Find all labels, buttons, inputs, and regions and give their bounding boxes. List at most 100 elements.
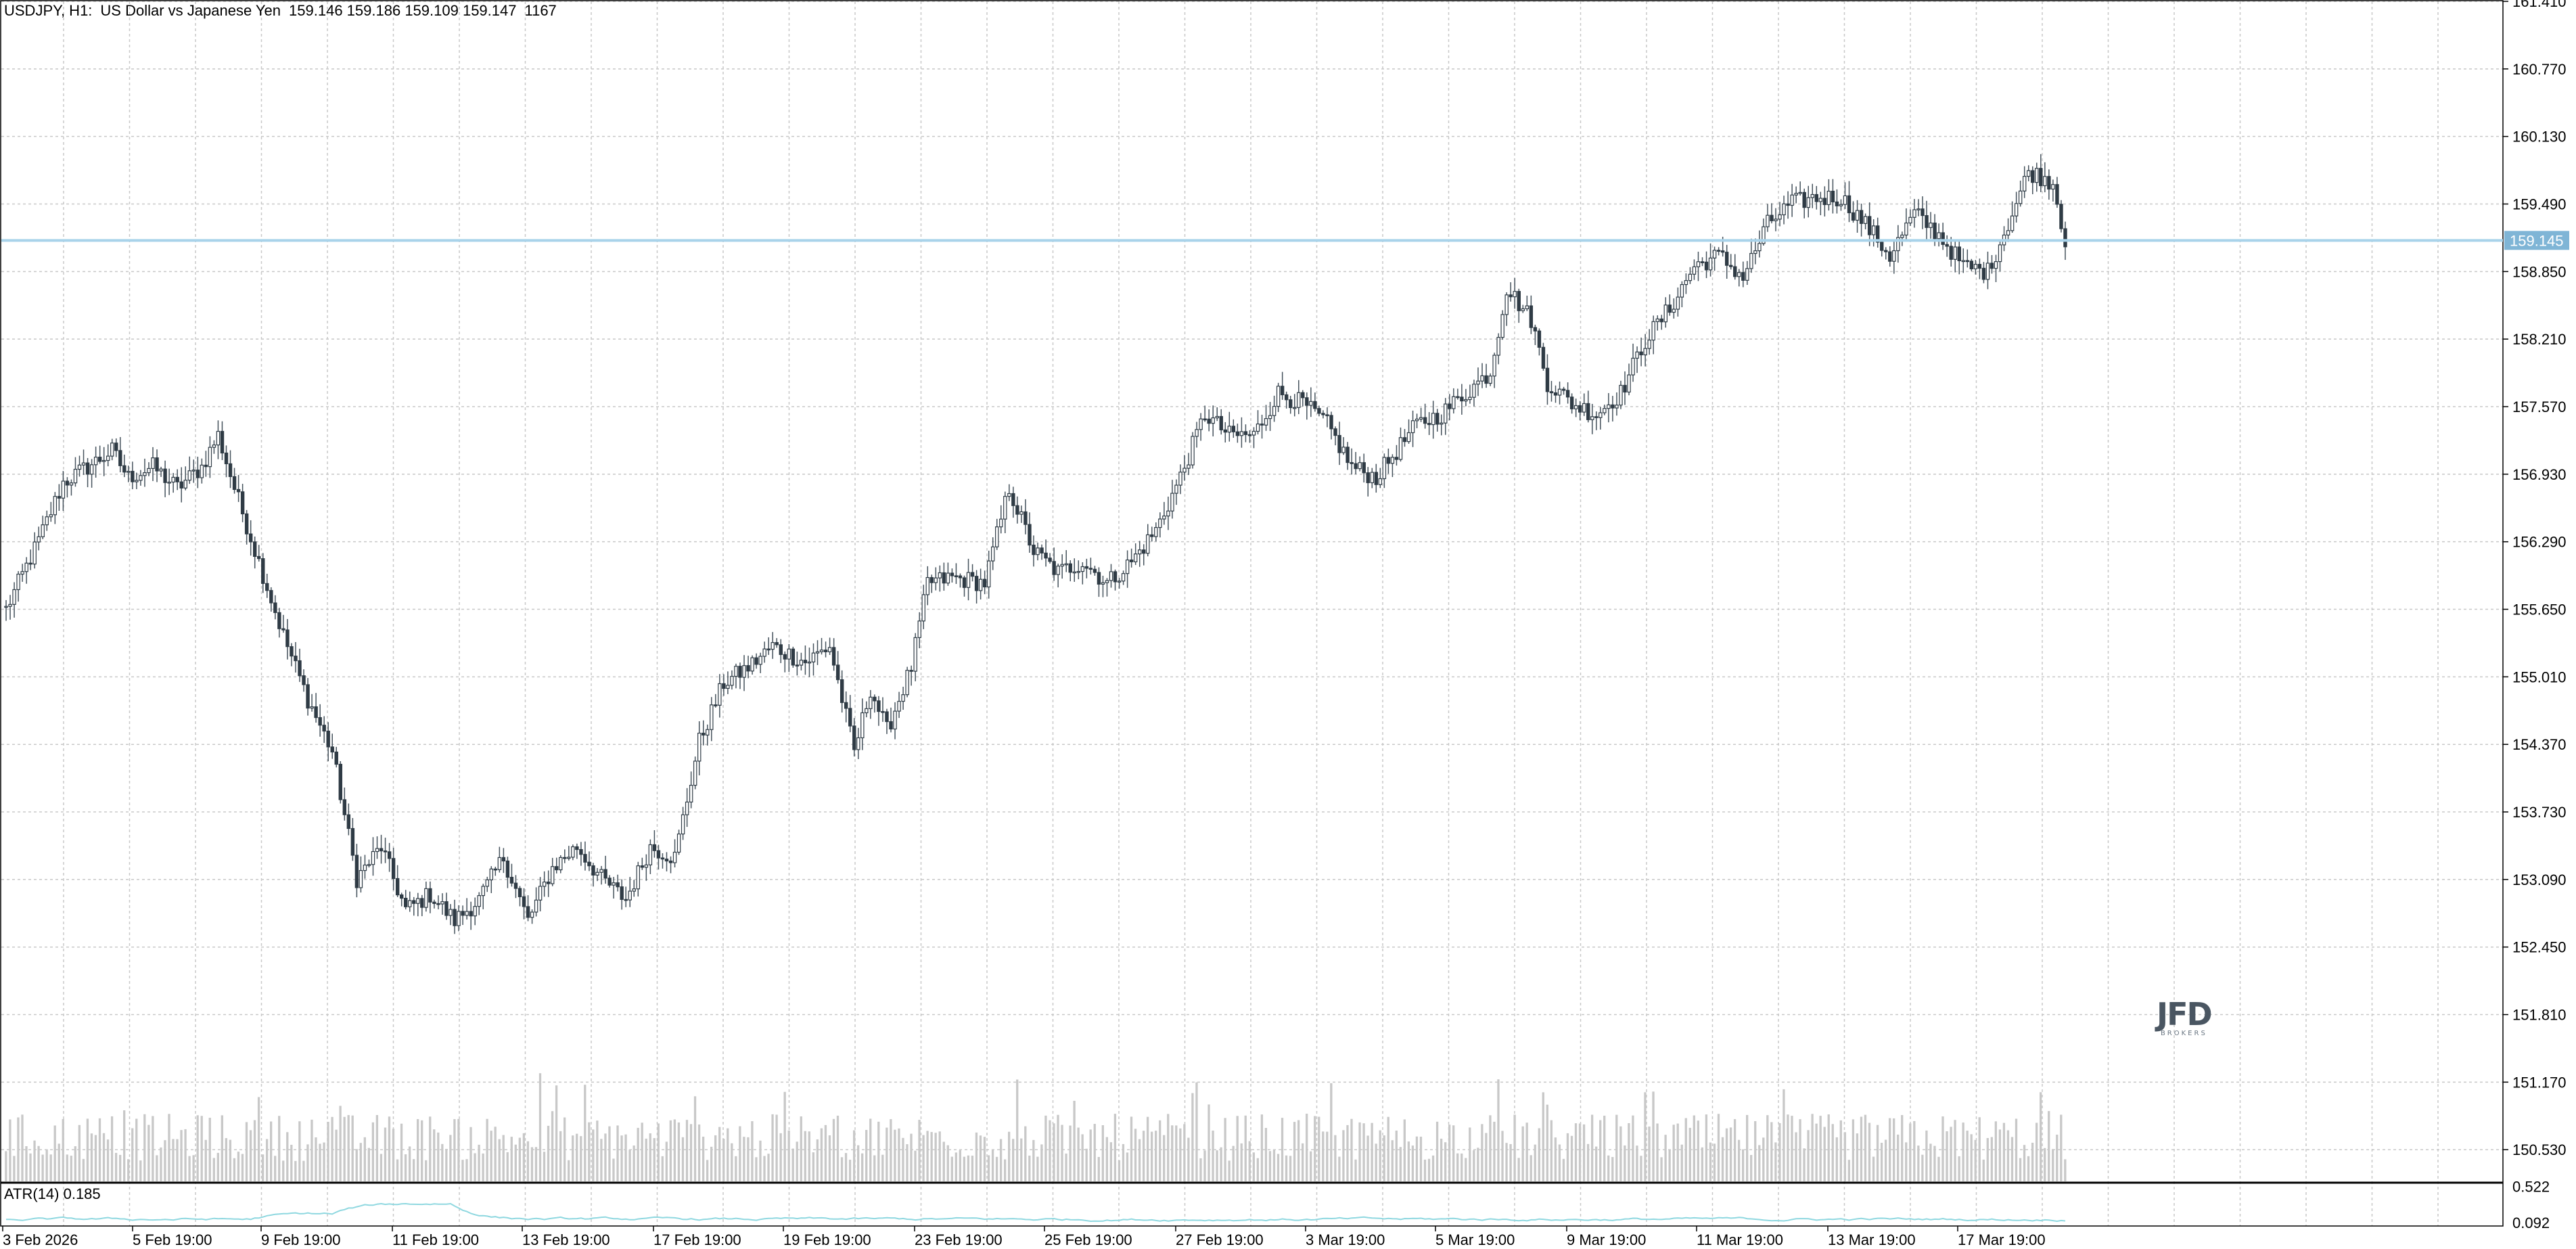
candle-body [1908, 217, 1912, 224]
volume-bar [1713, 1143, 1716, 1181]
volume-bar [1998, 1129, 2002, 1181]
candle-body [212, 445, 216, 448]
candle-body [1937, 232, 1941, 240]
candle-body [1603, 408, 1607, 413]
candle-body [1867, 216, 1872, 235]
candle-body [1676, 296, 1680, 310]
volume-bar [184, 1129, 187, 1181]
volume-bar [632, 1145, 635, 1181]
y-tick-label: 160.130 [2512, 129, 2567, 145]
y-tick-label: 156.290 [2512, 534, 2567, 551]
candle-body [2043, 176, 2047, 187]
candle-body [1048, 558, 1052, 562]
volume-bar [1750, 1155, 1753, 1181]
volume-bar [1958, 1156, 1960, 1181]
candle-body [1635, 351, 1639, 359]
volume-bar [1130, 1116, 1133, 1181]
volume-bar [1640, 1156, 1642, 1181]
volume-bar [731, 1143, 733, 1181]
volume-bar [425, 1160, 428, 1181]
volume-bar [1799, 1119, 1801, 1181]
candle-body [1484, 375, 1488, 384]
y-tick-label: 153.090 [2512, 871, 2567, 888]
volume-bar [1676, 1123, 1679, 1181]
candle-body [1158, 518, 1162, 528]
volume-bar [706, 1160, 709, 1181]
volume-bar [474, 1153, 476, 1181]
candle-body [1097, 572, 1101, 585]
y-tick-label: 154.370 [2512, 736, 2567, 753]
volume-bar [783, 1091, 786, 1181]
volume-bar [832, 1118, 835, 1181]
candle-body [518, 888, 522, 897]
volume-bar [1061, 1125, 1063, 1181]
candle-body [1129, 560, 1134, 562]
volume-bar [653, 1138, 656, 1181]
volume-bar [118, 1154, 122, 1181]
candle-body [1423, 417, 1427, 424]
volume-bar [2056, 1135, 2058, 1181]
volume-bar [1399, 1147, 1402, 1181]
candle-body [1309, 401, 1313, 406]
volume-bar [1937, 1156, 1940, 1181]
volume-bar [538, 1073, 542, 1181]
candle-body [811, 652, 816, 662]
volume-bar [421, 1120, 423, 1181]
candle-body [530, 911, 534, 918]
volume-bar [1264, 1128, 1268, 1181]
volume-bar [2023, 1145, 2026, 1181]
candle-body [1223, 429, 1227, 433]
volume-bar [1847, 1160, 1851, 1181]
volume-bar [518, 1137, 522, 1181]
volume-bar [1546, 1104, 1548, 1181]
volume-bar [514, 1144, 517, 1181]
volume-bar [2052, 1149, 2054, 1181]
volume-bar [722, 1139, 725, 1181]
volume-bar [1880, 1142, 1883, 1181]
volume-bar [412, 1159, 415, 1181]
volume-bar [2060, 1114, 2063, 1181]
candle-body [1598, 412, 1603, 418]
volume-bar [58, 1143, 60, 1181]
volume-bar [392, 1129, 395, 1181]
candle-body [1757, 243, 1762, 252]
candle-body [640, 865, 645, 868]
candle-body [265, 583, 269, 591]
x-tick-label: 9 Feb 19:00 [261, 1231, 340, 1248]
volume-bar [547, 1125, 550, 1181]
candle-body [1398, 437, 1403, 460]
volume-bar [1232, 1145, 1235, 1181]
volume-bar [482, 1153, 484, 1181]
volume-bar [282, 1160, 285, 1181]
volume-bar [1701, 1147, 1704, 1181]
volume-bar [1762, 1137, 1765, 1181]
volume-bar [1391, 1140, 1394, 1181]
volume-bar [584, 1085, 586, 1181]
candle-body [302, 675, 306, 685]
volume-bar [714, 1135, 717, 1181]
volume-bar [13, 1156, 16, 1181]
candle-body [877, 700, 881, 712]
candle-body [1435, 413, 1440, 425]
volume-bar [1909, 1123, 1912, 1181]
candle-body [127, 470, 131, 473]
volume-bar [176, 1139, 179, 1181]
candle-body [2039, 168, 2043, 187]
logo-text: JFD [2157, 996, 2213, 1032]
candle-body [363, 864, 367, 871]
volume-bar [747, 1137, 750, 1181]
candle-body [1280, 386, 1285, 396]
volume-bar [910, 1133, 913, 1181]
candle-body [815, 651, 820, 654]
volume-bar [461, 1160, 464, 1181]
volume-bar [315, 1137, 317, 1181]
candle-body [1366, 472, 1370, 484]
candle-body [501, 857, 506, 862]
candle-body [273, 602, 277, 614]
volume-bar [1403, 1119, 1406, 1181]
candle-body [1052, 561, 1056, 575]
volume-bar [2027, 1156, 2030, 1181]
volume-bar [1049, 1120, 1051, 1181]
volume-bar [1032, 1139, 1035, 1181]
